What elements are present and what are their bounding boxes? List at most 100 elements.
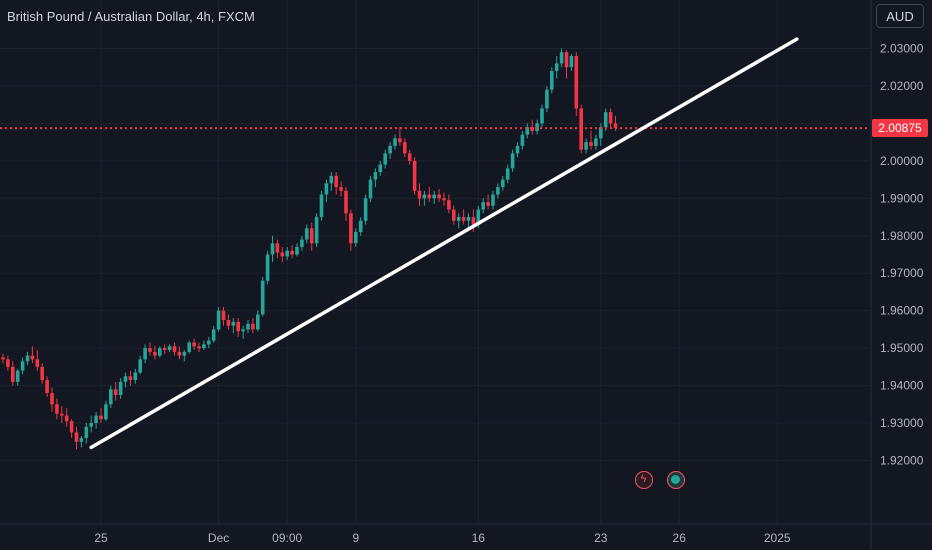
event-flash-marker[interactable]: ϟ	[635, 471, 653, 489]
candle	[447, 194, 451, 214]
candle	[280, 247, 285, 262]
candle	[510, 149, 515, 173]
candle-body	[207, 340, 211, 345]
candle-body	[15, 370, 20, 382]
candle	[231, 318, 236, 334]
y-tick-label: 2.00000	[880, 154, 924, 168]
candle-body	[505, 168, 510, 180]
candle-body	[358, 220, 363, 233]
candle-body	[241, 329, 245, 332]
candle-body	[167, 346, 172, 351]
candle	[608, 108, 613, 128]
candle	[319, 190, 324, 221]
candle	[461, 209, 466, 225]
candle	[545, 85, 549, 113]
candle	[471, 209, 476, 233]
candle-body	[231, 321, 236, 326]
time-axis[interactable]: 25 Dec 09:00 9 16 23 26 2025	[94, 531, 791, 545]
trendline[interactable]	[89, 37, 799, 450]
candle-body	[447, 200, 451, 210]
candle-body	[162, 348, 167, 351]
candle-body	[148, 348, 152, 352]
candlestick-series	[1, 48, 618, 450]
candle	[50, 387, 54, 412]
candle	[368, 175, 373, 203]
candle-body	[236, 321, 240, 332]
candle-body	[79, 438, 84, 442]
candle	[373, 168, 378, 188]
candle-body	[153, 351, 157, 356]
candle	[177, 346, 182, 360]
flash-icon: ϟ	[640, 473, 647, 485]
candle-body	[128, 376, 133, 380]
candle-body	[123, 376, 128, 382]
candle	[594, 134, 598, 150]
candle-body	[388, 145, 392, 154]
candle-body	[594, 138, 598, 146]
candle-body	[118, 381, 123, 395]
candle	[1, 353, 5, 364]
candle-body	[25, 355, 30, 362]
candle-body	[584, 142, 588, 150]
candle-body	[466, 217, 471, 221]
candle-body	[45, 379, 49, 394]
candle	[55, 398, 59, 420]
candle-body	[197, 346, 201, 349]
candle	[109, 385, 113, 409]
candle-body	[550, 70, 554, 90]
candle-body	[471, 217, 476, 225]
candle-body	[432, 194, 436, 199]
x-tick-label: 9	[352, 531, 359, 545]
candle	[113, 381, 118, 401]
candle-body	[133, 372, 138, 380]
candle	[207, 336, 211, 349]
candle-body	[412, 160, 417, 191]
currency-badge[interactable]: AUD	[876, 4, 924, 28]
candle	[221, 306, 226, 326]
candle	[25, 351, 30, 365]
candle	[162, 344, 167, 354]
price-axis[interactable]: 1.92000 1.93000 1.94000 1.95000 1.96000 1.970…	[880, 42, 924, 468]
candle-body	[64, 415, 69, 422]
candle-body	[280, 252, 285, 257]
event-globe-marker[interactable]	[667, 471, 685, 489]
candle	[211, 325, 216, 343]
x-tick-label: 25	[94, 531, 108, 545]
candle	[466, 213, 471, 229]
candle	[94, 411, 98, 429]
candle-body	[378, 164, 383, 173]
candle-body	[422, 194, 427, 199]
x-tick-label: 09:00	[272, 531, 302, 545]
candle-body	[427, 194, 432, 199]
candle	[6, 355, 10, 371]
candle-body	[211, 329, 216, 341]
candle	[226, 314, 231, 330]
candle-body	[202, 344, 206, 349]
y-tick-label: 1.98000	[880, 229, 924, 243]
candle-body	[535, 123, 539, 131]
candle	[393, 134, 397, 150]
candle-body	[40, 366, 44, 380]
candle-body	[6, 359, 10, 367]
candle-body	[608, 112, 613, 124]
candle	[525, 123, 530, 139]
candle-body	[324, 183, 329, 195]
y-tick-label: 2.02000	[880, 79, 924, 93]
candle	[334, 172, 338, 195]
candle-body	[246, 323, 250, 330]
candle	[300, 235, 304, 251]
candle	[432, 190, 436, 204]
candle	[236, 318, 240, 337]
candle	[554, 55, 559, 79]
candle-body	[69, 421, 74, 433]
candle	[309, 222, 314, 251]
x-tick-label: 26	[673, 531, 687, 545]
candle	[520, 130, 525, 150]
candle-body	[251, 323, 255, 330]
candle-body	[305, 228, 309, 240]
candle-body	[275, 243, 280, 253]
candle	[30, 346, 35, 364]
candle-body	[496, 187, 500, 195]
candle-body	[354, 232, 358, 244]
